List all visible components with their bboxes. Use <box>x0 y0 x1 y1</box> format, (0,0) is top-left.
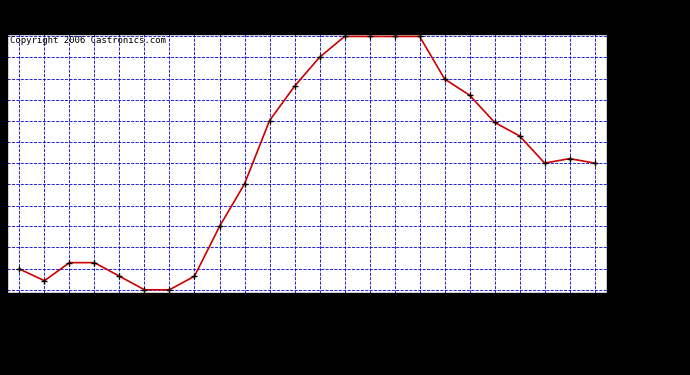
Text: Copyright 2006 Castronics.com: Copyright 2006 Castronics.com <box>10 36 166 45</box>
Text: Wind Chill (Last 24 Hours) Fri Apr 21 00:01: Wind Chill (Last 24 Hours) Fri Apr 21 00… <box>124 15 484 29</box>
